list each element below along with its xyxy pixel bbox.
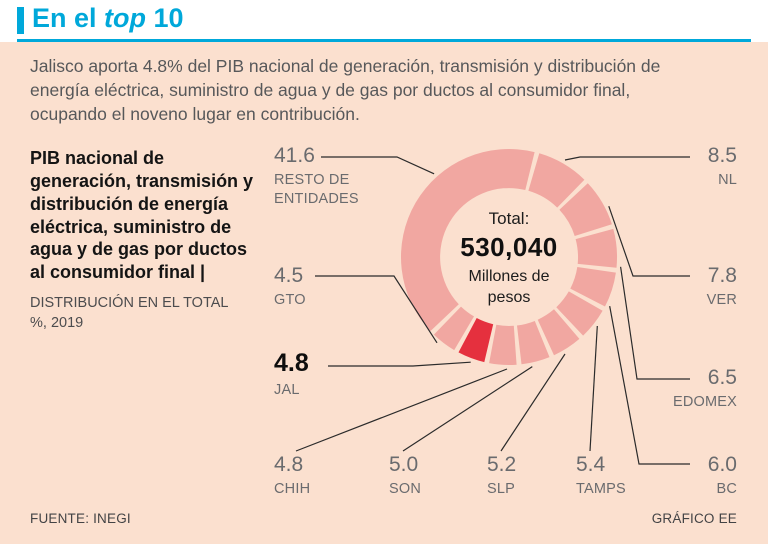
- segment-name: JAL: [274, 382, 300, 398]
- callout-label-nl: 8.5 NL: [627, 144, 737, 190]
- segment-name: RESTO DE ENTIDADES: [274, 172, 359, 207]
- page-title-italic: top: [104, 3, 147, 33]
- donut-segment-son: [517, 321, 550, 365]
- segment-value: 5.0: [389, 453, 419, 476]
- donut-segment-slp: [537, 309, 580, 356]
- chart-subtitle: DISTRIBUCIÓN EN EL TOTAL %, 2019: [30, 295, 228, 332]
- segment-name: BC: [716, 481, 737, 497]
- page-title: En el top 10: [32, 3, 184, 34]
- segment-name: EDOMEX: [672, 394, 737, 410]
- segment-name: VER: [706, 292, 737, 308]
- segment-name: CHIH: [274, 481, 311, 497]
- callout-line-chih: [295, 368, 508, 452]
- callout-label-resto: 41.6 RESTO DE ENTIDADES: [274, 144, 379, 209]
- callout-label-bc: 6.0 BC: [627, 453, 737, 499]
- callout-label-jal: 4.8 JAL: [274, 349, 309, 400]
- segment-value: 5.2: [487, 453, 517, 476]
- segment-value: 7.8: [707, 264, 737, 287]
- page-title-post: 10: [146, 3, 184, 33]
- segment-value: 41.6: [274, 144, 315, 167]
- segment-value: 4.5: [274, 264, 304, 287]
- segment-name: SON: [389, 481, 422, 497]
- callout-label-tamps: 5.4 TAMPS: [576, 453, 626, 499]
- graphic-credit: GRÁFICO EE: [651, 511, 737, 526]
- callout-label-edomex: 6.5 EDOMEX: [627, 366, 737, 412]
- total-value: 530,040: [460, 232, 558, 262]
- donut-center-total: Total: 530,040 Millones de pesos: [429, 209, 589, 309]
- chart-title: PIB nacional de generación, transmisión …: [30, 148, 254, 283]
- total-label: Total:: [488, 209, 530, 228]
- callout-label-chih: 4.8 CHIH: [274, 453, 310, 499]
- callout-line-slp: [500, 353, 566, 452]
- segment-value-highlight: 4.8: [274, 349, 309, 377]
- callout-line-son: [402, 366, 533, 452]
- total-unit: Millones de pesos: [468, 268, 550, 306]
- callout-line-jal: [328, 361, 471, 367]
- callout-label-ver: 7.8 VER: [627, 264, 737, 310]
- donut-segment-chih: [489, 324, 517, 365]
- donut-segment-nl: [528, 153, 585, 208]
- title-accent-bar: [17, 7, 24, 34]
- callout-label-son: 5.0 SON: [389, 453, 421, 499]
- segment-value: 8.5: [707, 144, 737, 167]
- page-title-pre: En el: [32, 3, 105, 33]
- segment-value: 6.5: [707, 366, 737, 389]
- segment-name: GTO: [274, 292, 306, 308]
- segment-value: 6.0: [707, 453, 737, 476]
- source-credit: FUENTE: INEGI: [30, 511, 131, 526]
- callout-line-gto: [315, 275, 438, 344]
- chart-title-panel: PIB nacional de generación, transmisión …: [30, 147, 260, 334]
- header-band: En el top 10: [0, 0, 768, 42]
- donut-segment-jal: [458, 318, 494, 363]
- header-rule: [17, 39, 751, 42]
- segment-name: SLP: [487, 481, 516, 497]
- intro-text: Jalisco aporta 4.8% del PIB nacional de …: [30, 56, 661, 124]
- segment-name: TAMPS: [576, 481, 626, 497]
- donut-segment-gto: [433, 306, 474, 351]
- callout-label-slp: 5.2 SLP: [487, 453, 516, 499]
- segment-value: 5.4: [576, 453, 606, 476]
- segment-value: 4.8: [274, 453, 304, 476]
- callout-line-tamps: [589, 325, 598, 452]
- callout-label-gto: 4.5 GTO: [274, 264, 306, 310]
- segment-name: NL: [718, 172, 737, 188]
